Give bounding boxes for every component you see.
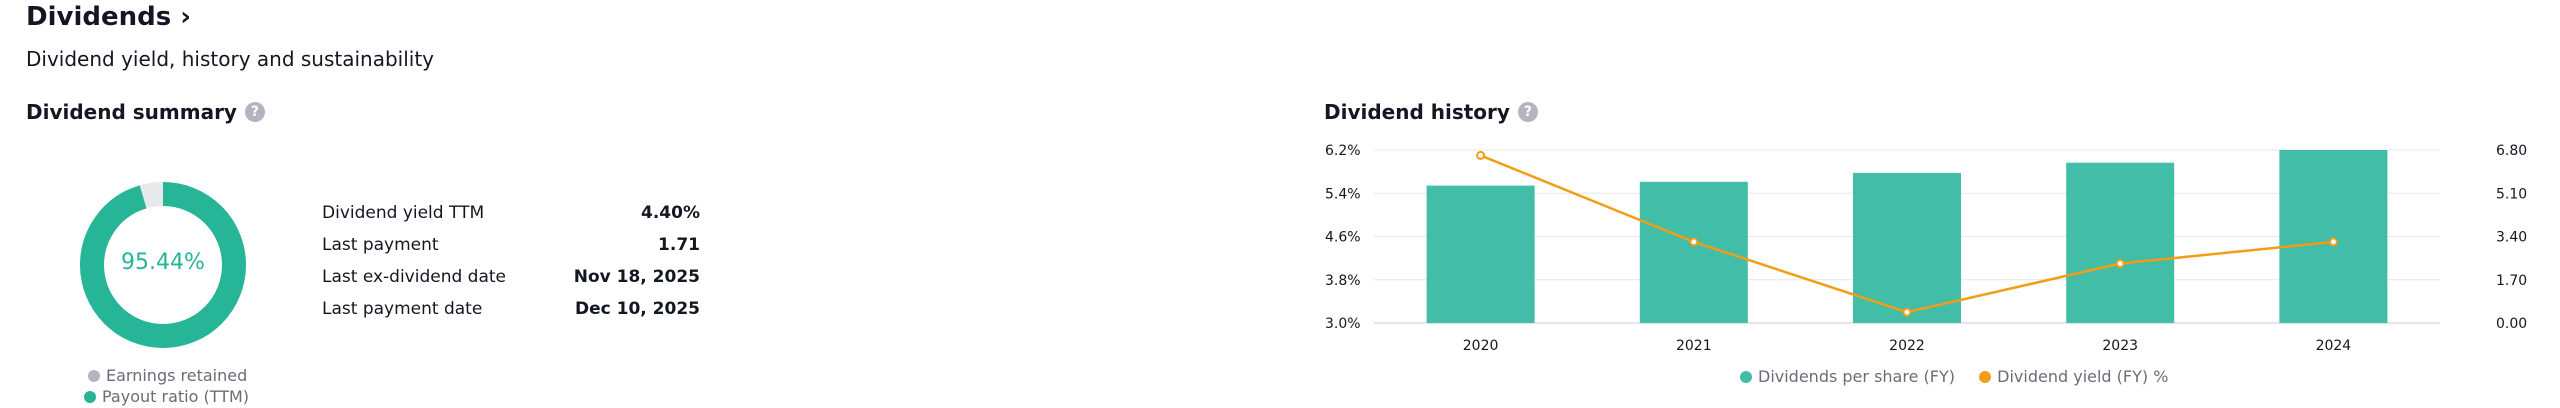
y-left-tick-label: 6.2% — [1325, 143, 1361, 159]
dividend-bar — [1426, 185, 1535, 323]
y-left-tick-label: 3.0% — [1325, 316, 1361, 332]
legend-dot-retained — [88, 369, 100, 382]
row-value-ex-dividend-date: Nov 18, 2025 — [573, 267, 700, 287]
legend-dot-yield — [1979, 370, 1992, 383]
payout-ratio-value: 95.44% — [121, 250, 205, 275]
x-tick-label: 2023 — [2102, 338, 2138, 354]
row-label-dividend-yield: Dividend yield TTM — [322, 203, 485, 223]
yield-point — [1689, 237, 1699, 247]
dividend-summary-title: Dividend summary — [26, 100, 237, 124]
row-label-payment-date: Last payment date — [322, 299, 483, 319]
dividend-summary-heading: Dividend summary? — [26, 98, 265, 126]
dividend-bar — [2066, 162, 2175, 323]
help-icon[interactable]: ? — [1517, 101, 1538, 122]
row-label-last-payment: Last payment — [322, 235, 439, 255]
y-right-tick-label: 1.70 — [2496, 273, 2527, 289]
y-right-tick-label: 6.80 — [2496, 143, 2527, 159]
legend-retained-label: Earnings retained — [106, 366, 248, 385]
y-right-tick-label: 3.40 — [2496, 230, 2527, 246]
dividend-bar — [2279, 150, 2388, 323]
dividend-bar — [1639, 181, 1748, 323]
y-right-tick-label: 0.00 — [2496, 316, 2527, 332]
legend-dot-dividends — [1740, 370, 1752, 383]
x-tick-label: 2024 — [2316, 338, 2352, 354]
yield-point — [2115, 259, 2125, 269]
donut-payout-arc — [80, 182, 246, 348]
x-tick-label: 2021 — [1676, 338, 1712, 354]
section-subtitle: Dividend yield, history and sustainabili… — [26, 47, 435, 71]
dividend-bar — [1853, 172, 1961, 323]
row-value-dividend-yield: 4.40% — [641, 203, 700, 223]
legend-dividends-label[interactable]: Dividends per share (FY) — [1758, 367, 1955, 386]
legend-yield-label[interactable]: Dividend yield (FY) % — [1997, 367, 2169, 386]
legend-payout-ratio: Payout ratio (TTM) — [84, 387, 249, 406]
help-icon[interactable]: ? — [244, 101, 265, 122]
row-value-last-payment: 1.71 — [658, 235, 700, 255]
x-tick-label: 2022 — [1889, 338, 1925, 354]
chart-legend: Dividends per share (FY) Dividend yield … — [1740, 367, 2168, 386]
legend-dot-payout — [84, 390, 96, 403]
dividend-history-title: Dividend history — [1324, 100, 1510, 124]
row-label-ex-dividend-date: Last ex-dividend date — [322, 267, 507, 287]
yield-point — [1476, 150, 1486, 160]
y-left-tick-label: 3.8% — [1325, 273, 1361, 289]
payout-donut-chart — [80, 182, 246, 348]
section-title[interactable]: Dividends › — [26, 2, 191, 32]
legend-payout-label: Payout ratio (TTM) — [102, 387, 250, 406]
legend-earnings-retained: Earnings retained — [88, 366, 247, 385]
yield-point — [1902, 307, 1912, 317]
x-tick-label: 2020 — [1463, 338, 1499, 354]
yield-point — [2328, 237, 2338, 247]
y-left-tick-label: 4.6% — [1325, 230, 1361, 246]
y-left-tick-label: 5.4% — [1325, 186, 1361, 202]
dividend-history-heading: Dividend history? — [1324, 98, 1538, 126]
y-right-tick-label: 5.10 — [2496, 186, 2527, 202]
row-value-payment-date: Dec 10, 2025 — [575, 299, 700, 319]
